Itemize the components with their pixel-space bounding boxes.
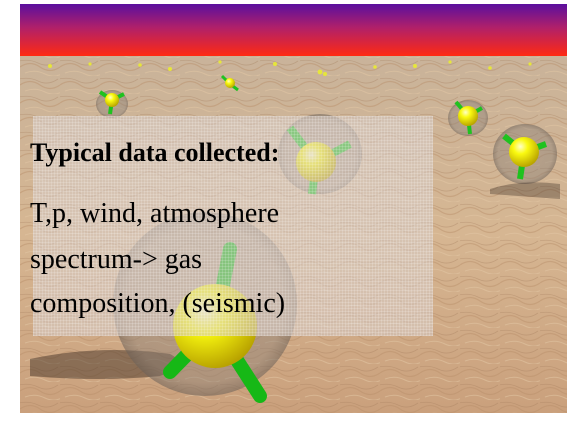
probe-icon — [220, 74, 239, 92]
slide-heading: Typical data collected: — [30, 138, 280, 167]
body-line: T,p, wind, atmosphere — [30, 198, 280, 229]
body-line: spectrum-> gas — [30, 244, 203, 275]
probe-icon — [448, 100, 488, 136]
probe-icon — [96, 90, 128, 118]
distant-probes — [48, 60, 532, 76]
probe-icon — [490, 124, 560, 199]
sky-band — [20, 4, 567, 56]
slide — [20, 4, 567, 413]
text-panel — [33, 116, 433, 336]
body-line: composition, (seismic) — [30, 288, 286, 319]
